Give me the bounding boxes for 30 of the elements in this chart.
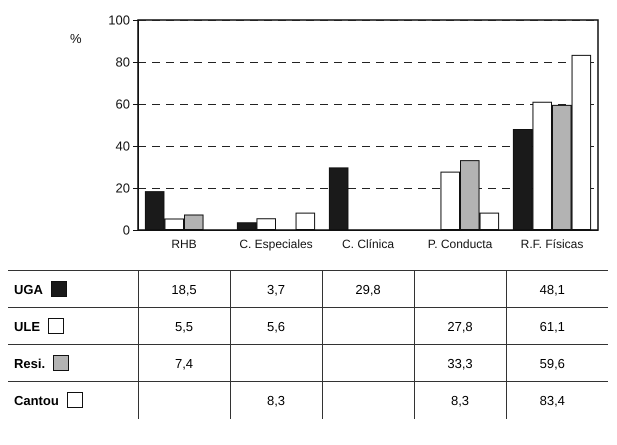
data-label: 8,3: [414, 382, 506, 418]
data-label: 7,4: [138, 344, 230, 382]
data-label: 8,3: [230, 382, 322, 418]
y-tick-label: 40: [116, 138, 130, 154]
x-tick-label: C. Clínica: [342, 237, 394, 251]
data-label: 61,1: [506, 308, 598, 344]
data-label: 27,8: [414, 308, 506, 344]
data-label: 33,3: [414, 344, 506, 382]
y-axis-title: %: [70, 31, 82, 46]
x-tick-label: R.F. Físicas: [520, 237, 584, 251]
x-tick-label: P. Conducta: [428, 237, 493, 251]
x-tick-label: RHB: [171, 237, 197, 251]
legend-label: UGA: [14, 282, 43, 296]
legend-label: Resi.: [14, 356, 46, 370]
y-tick-label: 60: [116, 96, 130, 112]
data-label: 59,6: [506, 344, 598, 382]
data-label: 18,5: [138, 270, 230, 308]
legend-label: ULE: [14, 318, 40, 334]
data-label: 5,5: [138, 308, 230, 344]
data-label: 29,8: [322, 270, 414, 308]
data-label: 3,7: [230, 270, 322, 308]
legend-label: Cantou: [14, 392, 59, 408]
data-label: 48,1: [506, 270, 598, 308]
data-label: 5,6: [230, 308, 322, 344]
y-tick-label: 100: [108, 12, 130, 28]
y-tick-label: 20: [116, 180, 130, 196]
data-label: 83,4: [506, 382, 598, 418]
x-tick-label: C. Especiales: [239, 237, 313, 251]
y-tick-label: 80: [116, 54, 130, 70]
y-tick-label: 0: [122, 222, 130, 238]
